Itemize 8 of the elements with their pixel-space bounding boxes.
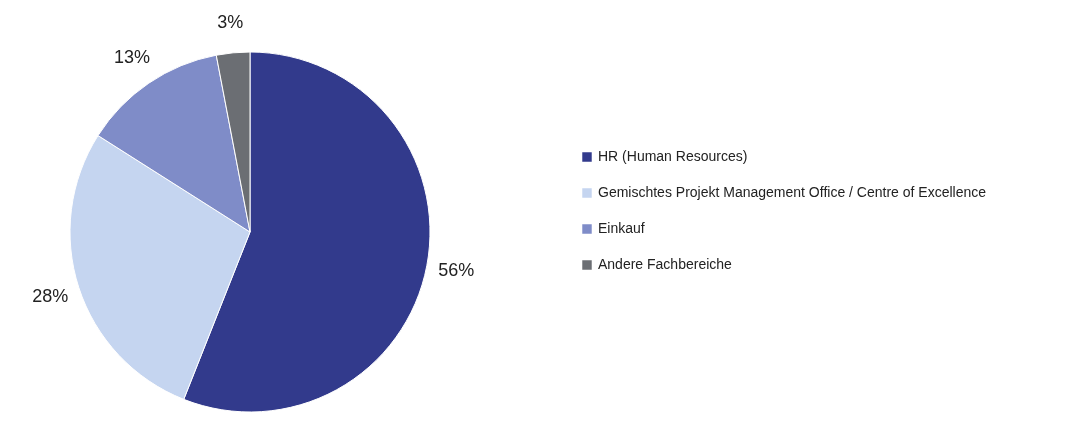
data-label: 13% <box>113 47 150 68</box>
data-label: 56% <box>438 260 475 281</box>
data-label: 28% <box>32 285 69 306</box>
legend-label: Gemischtes Projekt Management Office / Centre of Excellence <box>598 184 987 200</box>
legend-label: Einkauf <box>598 220 645 236</box>
legend-label: HR (Human Resources) <box>598 148 748 164</box>
data-label: 3% <box>217 11 244 32</box>
legend-label: Andere Fachbereiche <box>598 256 733 272</box>
